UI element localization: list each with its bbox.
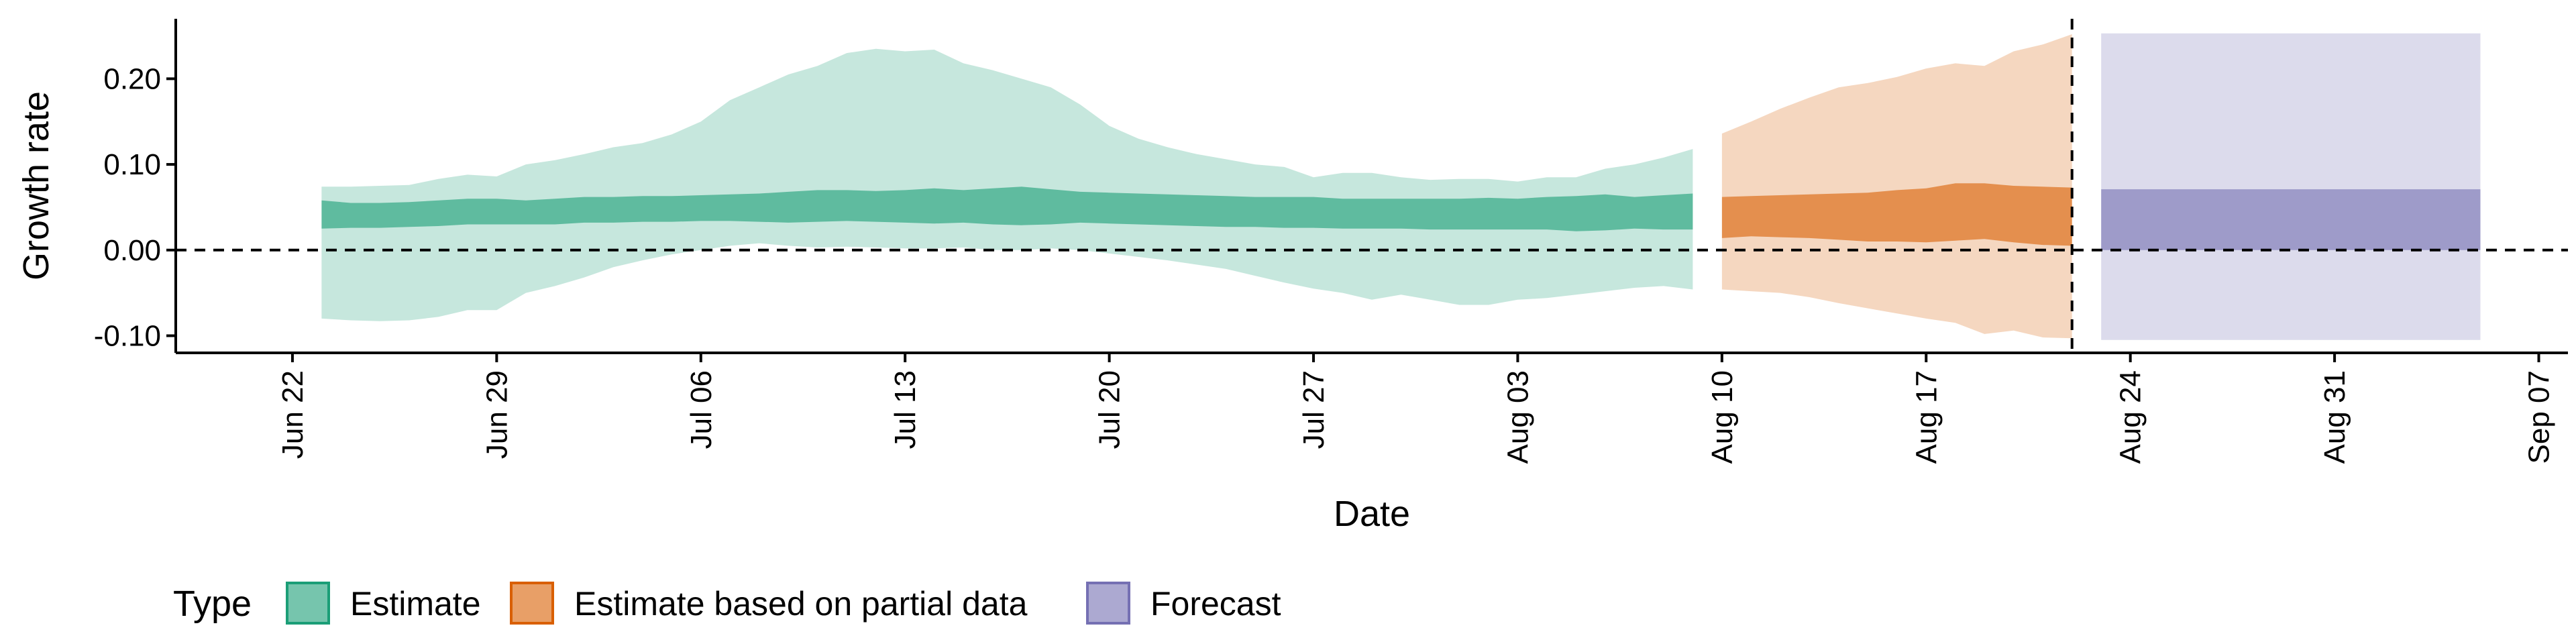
legend-item-forecast: Forecast bbox=[1086, 582, 1281, 625]
x-tick-label: Jun 22 bbox=[276, 370, 309, 459]
legend-label: Estimate based on partial data bbox=[574, 585, 1028, 623]
x-tick-label: Aug 24 bbox=[2114, 370, 2147, 464]
axes-layer bbox=[174, 19, 2568, 354]
band-50-forecast bbox=[2101, 189, 2481, 250]
y-tick-label: 0.00 bbox=[103, 234, 161, 267]
x-axis-ticks: Jun 22 Jun 29 Jul 06 Jul 13 Jul 20 Jul 27 Aug … bbox=[276, 353, 2556, 464]
legend-item-estimate: Estimate bbox=[286, 582, 481, 625]
y-axis-ticks: -0.10 0.00 0.10 0.20 bbox=[94, 62, 176, 352]
y-tick-label: 0.20 bbox=[103, 62, 161, 95]
legend: Type Estimate Estimate based on partial d… bbox=[173, 582, 1281, 625]
legend-title: Type bbox=[173, 584, 252, 624]
band-50-estimate bbox=[321, 186, 1693, 231]
x-tick-label: Aug 03 bbox=[1501, 370, 1534, 464]
x-axis-title: Date bbox=[1334, 494, 1410, 534]
x-tick-label: Aug 10 bbox=[1706, 370, 1739, 464]
x-tick-label: Aug 17 bbox=[1910, 370, 1943, 464]
x-tick-label: Jul 06 bbox=[685, 370, 718, 449]
band-90-estimate-based-on-partial-data bbox=[1721, 34, 2072, 339]
x-tick-label: Sep 07 bbox=[2523, 370, 2556, 464]
band-90-forecast bbox=[2101, 33, 2481, 340]
legend-item-estimate-based-on-partial-data: Estimate based on partial data bbox=[510, 582, 1028, 625]
y-tick-label: -0.10 bbox=[94, 319, 161, 352]
legend-swatch bbox=[510, 582, 554, 625]
band-90-estimate bbox=[321, 48, 1693, 321]
legend-swatch bbox=[286, 582, 330, 625]
x-tick-label: Jun 29 bbox=[480, 370, 513, 459]
ribbon-layer bbox=[321, 33, 2481, 340]
legend-items: Estimate Estimate based on partial data Fo… bbox=[286, 582, 1281, 625]
x-tick-label: Jul 20 bbox=[1093, 370, 1126, 449]
y-tick-label: 0.10 bbox=[103, 148, 161, 181]
x-tick-label: Jul 13 bbox=[889, 370, 922, 449]
reference-lines bbox=[176, 19, 2568, 353]
y-axis-title: Growth rate bbox=[16, 91, 56, 280]
legend-swatch bbox=[1086, 582, 1130, 625]
band-50-estimate-based-on-partial-data bbox=[1721, 183, 2072, 246]
x-tick-label: Aug 31 bbox=[2318, 370, 2351, 464]
legend-label: Estimate bbox=[350, 585, 481, 623]
legend-label: Forecast bbox=[1150, 585, 1281, 623]
x-tick-label: Jul 27 bbox=[1297, 370, 1330, 449]
